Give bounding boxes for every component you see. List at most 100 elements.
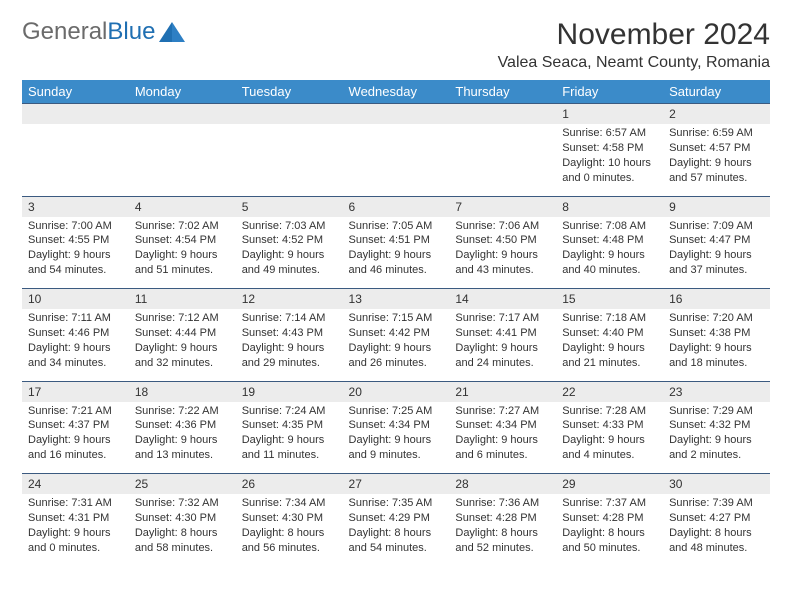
header: GeneralBlue November 2024 Valea Seaca, N… <box>22 18 770 72</box>
day-number-cell: 24 <box>22 474 129 495</box>
day-number-cell: 29 <box>556 474 663 495</box>
day-number: 25 <box>129 474 236 494</box>
day-number: 22 <box>556 382 663 402</box>
day-number-cell: 12 <box>236 289 343 310</box>
daynum-row: 3456789 <box>22 196 770 217</box>
day-content-cell: Sunrise: 7:15 AMSunset: 4:42 PMDaylight:… <box>343 309 450 381</box>
day-text: Sunrise: 7:05 AMSunset: 4:51 PMDaylight:… <box>343 217 450 284</box>
day-number: 12 <box>236 289 343 309</box>
day-number: 14 <box>449 289 556 309</box>
day-text: Sunrise: 7:14 AMSunset: 4:43 PMDaylight:… <box>236 309 343 376</box>
calendar-table: SundayMondayTuesdayWednesdayThursdayFrid… <box>22 80 770 566</box>
day-content-cell: Sunrise: 7:11 AMSunset: 4:46 PMDaylight:… <box>22 309 129 381</box>
day-content-cell: Sunrise: 7:14 AMSunset: 4:43 PMDaylight:… <box>236 309 343 381</box>
day-number-cell: 30 <box>663 474 770 495</box>
day-text: Sunrise: 7:35 AMSunset: 4:29 PMDaylight:… <box>343 494 450 561</box>
day-number: 4 <box>129 197 236 217</box>
day-number: 5 <box>236 197 343 217</box>
logo-text: GeneralBlue <box>22 18 155 46</box>
day-text: Sunrise: 7:06 AMSunset: 4:50 PMDaylight:… <box>449 217 556 284</box>
day-text: Sunrise: 7:25 AMSunset: 4:34 PMDaylight:… <box>343 402 450 469</box>
day-number-cell: 14 <box>449 289 556 310</box>
day-number <box>449 104 556 124</box>
day-number: 24 <box>22 474 129 494</box>
day-text: Sunrise: 7:11 AMSunset: 4:46 PMDaylight:… <box>22 309 129 376</box>
day-number-cell: 19 <box>236 381 343 402</box>
day-content-cell: Sunrise: 7:00 AMSunset: 4:55 PMDaylight:… <box>22 217 129 289</box>
weekday-header: Friday <box>556 80 663 104</box>
day-text: Sunrise: 7:37 AMSunset: 4:28 PMDaylight:… <box>556 494 663 561</box>
content-row: Sunrise: 7:00 AMSunset: 4:55 PMDaylight:… <box>22 217 770 289</box>
day-number-cell <box>129 104 236 125</box>
day-content-cell: Sunrise: 7:02 AMSunset: 4:54 PMDaylight:… <box>129 217 236 289</box>
content-row: Sunrise: 7:31 AMSunset: 4:31 PMDaylight:… <box>22 494 770 566</box>
day-number-cell: 10 <box>22 289 129 310</box>
day-content-cell: Sunrise: 7:22 AMSunset: 4:36 PMDaylight:… <box>129 402 236 474</box>
day-content-cell: Sunrise: 7:29 AMSunset: 4:32 PMDaylight:… <box>663 402 770 474</box>
day-content-cell <box>343 124 450 196</box>
day-number: 6 <box>343 197 450 217</box>
weekday-header: Tuesday <box>236 80 343 104</box>
day-text: Sunrise: 7:28 AMSunset: 4:33 PMDaylight:… <box>556 402 663 469</box>
day-text: Sunrise: 7:39 AMSunset: 4:27 PMDaylight:… <box>663 494 770 561</box>
daynum-row: 10111213141516 <box>22 289 770 310</box>
logo: GeneralBlue <box>22 18 185 46</box>
day-content-cell: Sunrise: 7:24 AMSunset: 4:35 PMDaylight:… <box>236 402 343 474</box>
day-content-cell: Sunrise: 7:12 AMSunset: 4:44 PMDaylight:… <box>129 309 236 381</box>
calendar-body: 12Sunrise: 6:57 AMSunset: 4:58 PMDayligh… <box>22 104 770 567</box>
day-text: Sunrise: 7:24 AMSunset: 4:35 PMDaylight:… <box>236 402 343 469</box>
daynum-row: 12 <box>22 104 770 125</box>
day-number-cell: 6 <box>343 196 450 217</box>
day-text: Sunrise: 7:27 AMSunset: 4:34 PMDaylight:… <box>449 402 556 469</box>
logo-triangle-icon <box>159 22 185 42</box>
day-number-cell: 28 <box>449 474 556 495</box>
day-number: 29 <box>556 474 663 494</box>
day-text: Sunrise: 7:34 AMSunset: 4:30 PMDaylight:… <box>236 494 343 561</box>
day-number-cell: 27 <box>343 474 450 495</box>
day-number-cell: 1 <box>556 104 663 125</box>
day-number-cell: 4 <box>129 196 236 217</box>
day-number-cell: 17 <box>22 381 129 402</box>
day-content-cell: Sunrise: 7:25 AMSunset: 4:34 PMDaylight:… <box>343 402 450 474</box>
logo-text-gray: General <box>22 18 107 45</box>
day-number-cell: 11 <box>129 289 236 310</box>
day-number: 23 <box>663 382 770 402</box>
day-text: Sunrise: 7:36 AMSunset: 4:28 PMDaylight:… <box>449 494 556 561</box>
day-text: Sunrise: 7:03 AMSunset: 4:52 PMDaylight:… <box>236 217 343 284</box>
day-number: 13 <box>343 289 450 309</box>
day-content-cell: Sunrise: 7:20 AMSunset: 4:38 PMDaylight:… <box>663 309 770 381</box>
weekday-header-row: SundayMondayTuesdayWednesdayThursdayFrid… <box>22 80 770 104</box>
day-number: 7 <box>449 197 556 217</box>
day-content-cell: Sunrise: 7:03 AMSunset: 4:52 PMDaylight:… <box>236 217 343 289</box>
day-number: 17 <box>22 382 129 402</box>
day-text: Sunrise: 6:57 AMSunset: 4:58 PMDaylight:… <box>556 124 663 191</box>
day-content-cell: Sunrise: 7:21 AMSunset: 4:37 PMDaylight:… <box>22 402 129 474</box>
weekday-header: Thursday <box>449 80 556 104</box>
day-number: 18 <box>129 382 236 402</box>
day-number: 21 <box>449 382 556 402</box>
day-content-cell <box>236 124 343 196</box>
day-number-cell: 2 <box>663 104 770 125</box>
location: Valea Seaca, Neamt County, Romania <box>498 54 770 72</box>
day-number <box>129 104 236 124</box>
day-number-cell <box>236 104 343 125</box>
day-number: 19 <box>236 382 343 402</box>
day-number-cell: 23 <box>663 381 770 402</box>
daynum-row: 17181920212223 <box>22 381 770 402</box>
day-number: 1 <box>556 104 663 124</box>
title-block: November 2024 Valea Seaca, Neamt County,… <box>498 18 770 72</box>
day-number-cell: 5 <box>236 196 343 217</box>
day-number-cell: 20 <box>343 381 450 402</box>
day-number-cell <box>343 104 450 125</box>
day-content-cell: Sunrise: 7:05 AMSunset: 4:51 PMDaylight:… <box>343 217 450 289</box>
content-row: Sunrise: 7:11 AMSunset: 4:46 PMDaylight:… <box>22 309 770 381</box>
day-content-cell <box>22 124 129 196</box>
day-content-cell <box>129 124 236 196</box>
day-number-cell: 9 <box>663 196 770 217</box>
day-content-cell: Sunrise: 7:34 AMSunset: 4:30 PMDaylight:… <box>236 494 343 566</box>
day-number: 30 <box>663 474 770 494</box>
day-number-cell: 13 <box>343 289 450 310</box>
day-text: Sunrise: 7:22 AMSunset: 4:36 PMDaylight:… <box>129 402 236 469</box>
day-number: 28 <box>449 474 556 494</box>
day-text: Sunrise: 7:18 AMSunset: 4:40 PMDaylight:… <box>556 309 663 376</box>
